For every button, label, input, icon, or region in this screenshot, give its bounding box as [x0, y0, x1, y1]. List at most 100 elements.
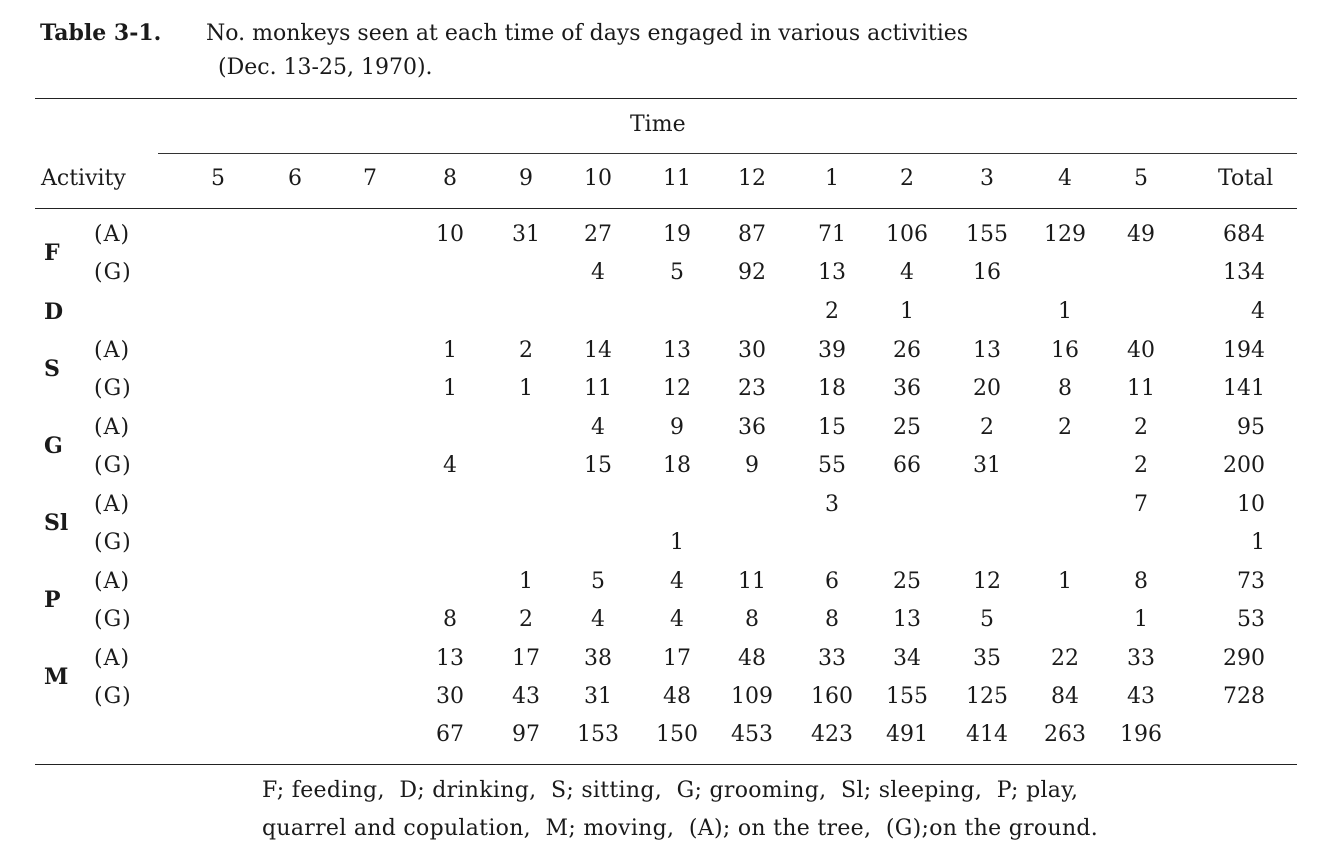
table-cell: 453	[731, 722, 773, 747]
table-cell: 13	[436, 646, 464, 671]
table-cell: 2	[519, 338, 533, 363]
table-cell: 14	[584, 338, 612, 363]
table-cell: 34	[893, 646, 921, 671]
caption-line-1: No. monkeys seen at each time of days en…	[206, 21, 969, 46]
location-label: (A)	[94, 646, 131, 671]
table-cell: 8	[1058, 376, 1072, 401]
table-cell: 6	[825, 569, 839, 594]
time-column-header: 8	[443, 166, 457, 191]
table-cell: 16	[1051, 338, 1079, 363]
table-cell: 11	[584, 376, 612, 401]
location-label: (A)	[94, 415, 131, 440]
location-label: (G)	[94, 260, 132, 285]
location-label: (A)	[94, 338, 131, 363]
time-column-header: 5	[1134, 166, 1148, 191]
row-total: 73	[1237, 569, 1265, 594]
table-cell: 12	[663, 376, 691, 401]
table-cell: 43	[1127, 684, 1155, 709]
time-column-header: 7	[363, 166, 377, 191]
time-column-header: 3	[980, 166, 994, 191]
time-column-header: 6	[288, 166, 302, 191]
table-cell: 491	[886, 722, 928, 747]
table-cell: 39	[818, 338, 846, 363]
table-cell: 33	[1127, 646, 1155, 671]
table-cell: 8	[825, 607, 839, 632]
table-cell: 97	[512, 722, 540, 747]
table-cell: 19	[663, 222, 691, 247]
table-cell: 1	[900, 299, 914, 324]
activity-label: G	[44, 433, 63, 459]
table-cell: 1	[1058, 299, 1072, 324]
table-cell: 10	[436, 222, 464, 247]
footnote-line-1: F; feeding, D; drinking, S; sitting, G; …	[262, 778, 1079, 803]
table-cell: 4	[591, 607, 605, 632]
bottom-rule	[35, 764, 1297, 765]
activity-label: Sl	[44, 510, 69, 536]
row-total: 4	[1251, 299, 1265, 324]
table-cell: 87	[738, 222, 766, 247]
time-rule	[158, 153, 1297, 154]
table-cell: 2	[1058, 415, 1072, 440]
table-cell: 4	[900, 260, 914, 285]
table-cell: 1	[443, 376, 457, 401]
table-cell: 8	[1134, 569, 1148, 594]
table-cell: 155	[886, 684, 928, 709]
table-cell: 43	[512, 684, 540, 709]
row-total: 290	[1223, 646, 1265, 671]
table-cell: 66	[893, 453, 921, 478]
table-cell: 155	[966, 222, 1008, 247]
table-cell: 48	[663, 684, 691, 709]
row-total: 684	[1223, 222, 1265, 247]
table-cell: 2	[1134, 453, 1148, 478]
table-cell: 31	[512, 222, 540, 247]
table-cell: 2	[519, 607, 533, 632]
table-cell: 18	[818, 376, 846, 401]
time-column-header: 11	[663, 166, 691, 191]
time-column-header: 9	[519, 166, 533, 191]
table-cell: 1	[519, 376, 533, 401]
row-total: 53	[1237, 607, 1265, 632]
table-cell: 3	[825, 492, 839, 517]
row-total: 200	[1223, 453, 1265, 478]
table-cell: 25	[893, 415, 921, 440]
table-cell: 5	[670, 260, 684, 285]
activity-label: M	[44, 664, 69, 690]
table-cell: 23	[738, 376, 766, 401]
footnote-line-2: quarrel and copulation, M; moving, (A); …	[262, 816, 1099, 841]
table-cell: 84	[1051, 684, 1079, 709]
table-cell: 15	[818, 415, 846, 440]
activity-header: Activity	[41, 166, 126, 191]
table-cell: 40	[1127, 338, 1155, 363]
location-label: (A)	[94, 569, 131, 594]
table-cell: 20	[973, 376, 1001, 401]
table-cell: 27	[584, 222, 612, 247]
table-cell: 160	[811, 684, 853, 709]
table-cell: 7	[1134, 492, 1148, 517]
table-cell: 15	[584, 453, 612, 478]
table-cell: 49	[1127, 222, 1155, 247]
table-cell: 11	[738, 569, 766, 594]
table-cell: 196	[1120, 722, 1162, 747]
table-cell: 8	[443, 607, 457, 632]
table-cell: 17	[663, 646, 691, 671]
activity-label: S	[44, 356, 60, 382]
row-total: 141	[1223, 376, 1265, 401]
location-label: (G)	[94, 607, 132, 632]
table-cell: 17	[512, 646, 540, 671]
table-cell: 36	[738, 415, 766, 440]
row-total: 194	[1223, 338, 1265, 363]
table-cell: 13	[663, 338, 691, 363]
table-cell: 13	[893, 607, 921, 632]
table-cell: 16	[973, 260, 1001, 285]
table-cell: 36	[893, 376, 921, 401]
top-rule	[35, 98, 1297, 99]
location-label: (G)	[94, 376, 132, 401]
table-cell: 4	[591, 260, 605, 285]
footnote: F; feeding, D; drinking, S; sitting, G; …	[262, 772, 1098, 848]
table-cell: 67	[436, 722, 464, 747]
table-cell: 106	[886, 222, 928, 247]
table-cell: 109	[731, 684, 773, 709]
table-cell: 9	[745, 453, 759, 478]
table-cell: 263	[1044, 722, 1086, 747]
total-header: Total	[1218, 166, 1274, 191]
